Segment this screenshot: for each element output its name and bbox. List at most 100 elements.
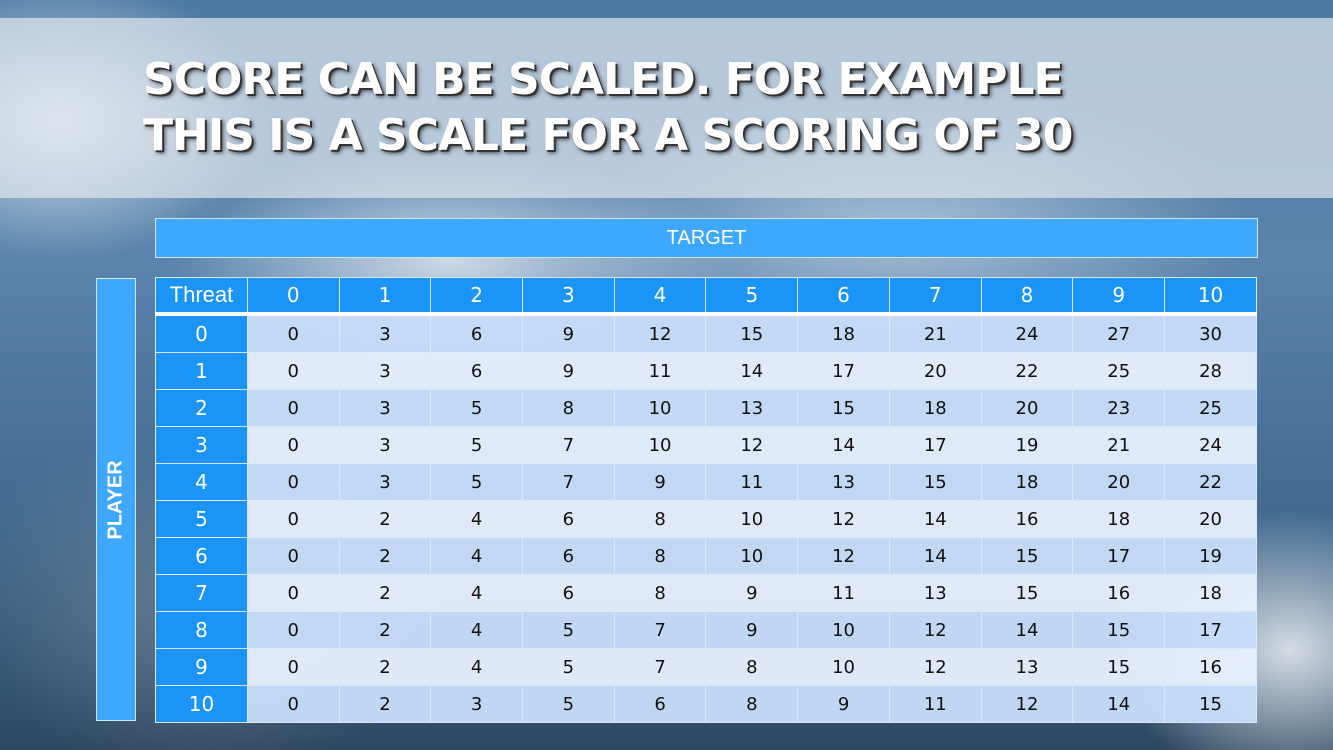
table-row: 6 0 2 4 6 8 10 12 14 15 17 19 xyxy=(155,537,1257,575)
score-cell: 10 xyxy=(613,426,707,464)
score-cell: 14 xyxy=(888,500,982,538)
score-cell: 0 xyxy=(246,574,340,612)
score-cell: 24 xyxy=(980,313,1074,353)
row-header: 10 xyxy=(155,685,248,723)
column-header: 10 xyxy=(1164,277,1257,316)
score-cell: 10 xyxy=(797,648,890,686)
score-cell: 12 xyxy=(888,611,982,649)
score-cell: 9 xyxy=(705,574,799,612)
score-cell: 24 xyxy=(1164,426,1257,464)
score-cell: 12 xyxy=(980,685,1074,723)
score-cell: 16 xyxy=(1164,648,1257,686)
score-cell: 4 xyxy=(430,611,523,649)
score-cell: 17 xyxy=(1164,611,1257,649)
score-cell: 22 xyxy=(980,352,1074,390)
score-cell: 12 xyxy=(705,426,799,464)
score-cell: 10 xyxy=(705,500,799,538)
score-cell: 14 xyxy=(705,352,799,390)
player-label-bar: PLAYER xyxy=(96,278,136,721)
row-header: 8 xyxy=(155,611,248,649)
column-header: 7 xyxy=(888,277,982,316)
score-cell: 15 xyxy=(888,463,982,501)
score-cell: 18 xyxy=(797,313,890,353)
score-cell: 6 xyxy=(522,574,615,612)
column-header: 9 xyxy=(1072,277,1166,316)
table-row: 5 0 2 4 6 8 10 12 14 16 18 20 xyxy=(155,500,1257,538)
score-cell: 6 xyxy=(613,685,707,723)
score-cell: 3 xyxy=(338,313,432,353)
score-cell: 6 xyxy=(430,313,523,353)
score-cell: 9 xyxy=(522,313,615,353)
score-cell: 23 xyxy=(1072,389,1166,427)
column-header: 1 xyxy=(338,277,432,316)
score-cell: 0 xyxy=(246,648,340,686)
score-cell: 11 xyxy=(797,574,890,612)
row-header: 0 xyxy=(155,313,248,353)
score-cell: 7 xyxy=(613,648,707,686)
score-cell: 11 xyxy=(705,463,799,501)
row-header: 7 xyxy=(155,574,248,612)
score-scale-table: Threat 0 1 2 3 4 5 6 7 8 9 10 0 0 3 6 9 12 15 18 21 24 27 30 1… xyxy=(155,277,1257,723)
table-row: 1 0 3 6 9 11 14 17 20 22 25 28 xyxy=(155,352,1257,390)
score-cell: 4 xyxy=(430,500,523,538)
score-cell: 11 xyxy=(888,685,982,723)
score-cell: 15 xyxy=(1072,611,1166,649)
player-label: PLAYER xyxy=(104,459,127,540)
table-row: 10 0 2 3 5 6 8 9 11 12 14 15 xyxy=(155,685,1257,723)
score-cell: 4 xyxy=(430,648,523,686)
score-cell: 0 xyxy=(246,537,340,575)
score-cell: 16 xyxy=(1072,574,1166,612)
score-cell: 2 xyxy=(338,685,432,723)
score-cell: 9 xyxy=(613,463,707,501)
row-header: 5 xyxy=(155,500,248,538)
score-cell: 7 xyxy=(522,463,615,501)
score-cell: 3 xyxy=(338,352,432,390)
column-header: 0 xyxy=(246,277,340,316)
score-cell: 13 xyxy=(797,463,890,501)
score-cell: 4 xyxy=(430,574,523,612)
score-cell: 0 xyxy=(246,463,340,501)
score-cell: 19 xyxy=(980,426,1074,464)
score-cell: 16 xyxy=(980,500,1074,538)
score-cell: 2 xyxy=(338,574,432,612)
score-cell: 5 xyxy=(430,463,523,501)
score-cell: 14 xyxy=(1072,685,1166,723)
title-band xyxy=(0,18,1333,198)
title-line-2: THIS IS A SCALE FOR A SCORING OF 30 xyxy=(143,110,1073,161)
score-cell: 13 xyxy=(980,648,1074,686)
score-cell: 18 xyxy=(888,389,982,427)
score-cell: 25 xyxy=(1164,389,1257,427)
score-cell: 5 xyxy=(522,685,615,723)
score-cell: 6 xyxy=(522,537,615,575)
row-header: 3 xyxy=(155,426,248,464)
table-row: 3 0 3 5 7 10 12 14 17 19 21 24 xyxy=(155,426,1257,464)
score-cell: 8 xyxy=(705,648,799,686)
score-cell: 3 xyxy=(338,463,432,501)
score-cell: 3 xyxy=(338,426,432,464)
score-cell: 2 xyxy=(338,537,432,575)
score-cell: 30 xyxy=(1164,313,1257,353)
score-cell: 14 xyxy=(888,537,982,575)
score-cell: 9 xyxy=(705,611,799,649)
score-cell: 15 xyxy=(797,389,890,427)
score-cell: 14 xyxy=(980,611,1074,649)
table-row: 2 0 3 5 8 10 13 15 18 20 23 25 xyxy=(155,389,1257,427)
score-cell: 9 xyxy=(797,685,890,723)
table-row: 9 0 2 4 5 7 8 10 12 13 15 16 xyxy=(155,648,1257,686)
corner-header: Threat xyxy=(155,277,248,316)
score-cell: 0 xyxy=(246,426,340,464)
score-cell: 21 xyxy=(1072,426,1166,464)
score-cell: 5 xyxy=(522,611,615,649)
score-cell: 22 xyxy=(1164,463,1257,501)
score-cell: 8 xyxy=(705,685,799,723)
title-line-1: SCORE CAN BE SCALED. FOR EXAMPLE xyxy=(143,54,1064,105)
score-cell: 2 xyxy=(338,500,432,538)
table-row: 0 0 3 6 9 12 15 18 21 24 27 30 xyxy=(155,313,1257,353)
score-cell: 3 xyxy=(338,389,432,427)
score-cell: 9 xyxy=(522,352,615,390)
score-cell: 17 xyxy=(1072,537,1166,575)
score-cell: 25 xyxy=(1072,352,1166,390)
score-cell: 3 xyxy=(430,685,523,723)
score-cell: 14 xyxy=(797,426,890,464)
score-cell: 17 xyxy=(797,352,890,390)
